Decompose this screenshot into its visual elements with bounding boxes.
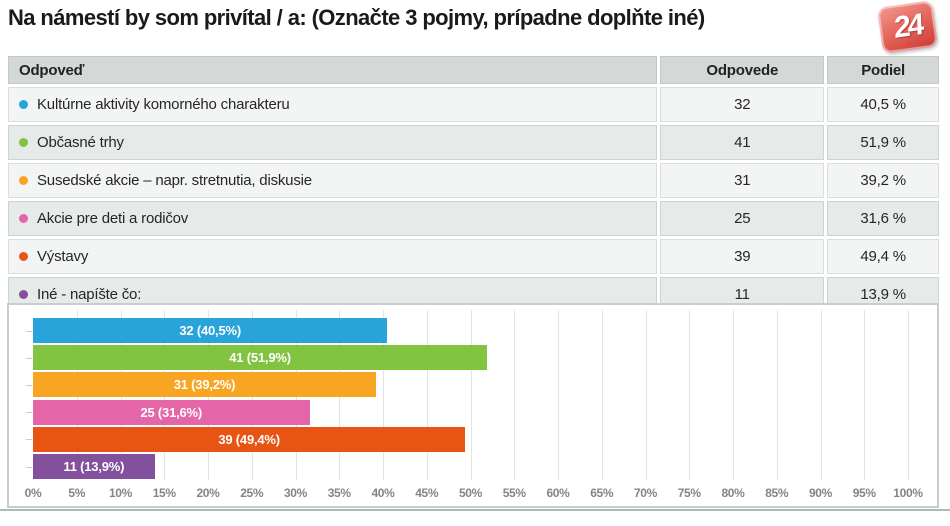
x-axis-tick-label: 15% bbox=[152, 486, 176, 500]
gridline bbox=[776, 310, 778, 480]
x-axis-tick-label: 95% bbox=[852, 486, 876, 500]
gridline bbox=[733, 310, 734, 480]
column-header-responses: Odpovede bbox=[660, 56, 825, 84]
responses-cell: 32 bbox=[660, 87, 825, 122]
legend-dot-icon bbox=[19, 213, 28, 223]
x-axis-tick-label: 0% bbox=[24, 486, 42, 500]
gridline bbox=[514, 310, 516, 480]
x-axis-tick-label: 55% bbox=[502, 486, 526, 500]
x-axis-tick-label: 80% bbox=[721, 486, 745, 500]
x-axis-tick-label: 75% bbox=[677, 486, 701, 500]
legend-dot-icon bbox=[19, 175, 28, 185]
x-axis-tick-label: 10% bbox=[108, 486, 133, 500]
x-axis-tick-label: 35% bbox=[327, 486, 351, 500]
x-axis-tick-label: 50% bbox=[458, 486, 483, 500]
share-cell: 40,5 % bbox=[827, 87, 939, 122]
x-axis-tick-label: 25% bbox=[240, 486, 264, 500]
gridline bbox=[820, 310, 822, 480]
table-row: Akcie pre deti a rodičov 25 31,6 % bbox=[8, 201, 939, 236]
share-cell: 51,9 % bbox=[827, 125, 939, 160]
x-axis-tick-label: 45% bbox=[415, 486, 439, 500]
column-header-answer: Odpoveď bbox=[8, 56, 658, 84]
bar-4: 25 (31,6%) bbox=[33, 399, 310, 425]
legend-dot-icon bbox=[19, 99, 28, 109]
x-axis-tick-label: 65% bbox=[590, 486, 614, 500]
bar-1: 32 (40,5%) bbox=[33, 318, 388, 343]
x-axis-tick-label: 40% bbox=[371, 486, 395, 500]
gridline bbox=[470, 310, 472, 480]
gridline bbox=[426, 310, 428, 480]
y-axis-tick bbox=[26, 384, 32, 386]
x-axis-tick-label: 60% bbox=[546, 486, 570, 500]
table-row: Výstavy 39 49,4 % bbox=[8, 239, 939, 274]
page-title: Na námestí by som privítal / a: (Označte… bbox=[8, 5, 705, 30]
answer-cell: Susedské akcie – napr. stretnutia, disku… bbox=[8, 163, 658, 198]
y-axis-tick bbox=[26, 330, 32, 332]
answer-label: Susedské akcie – napr. stretnutia, disku… bbox=[37, 172, 312, 189]
answer-label: Iné - napíšte čo: bbox=[37, 286, 142, 303]
answer-label: Občasné trhy bbox=[37, 134, 124, 151]
table-row: Kultúrne aktivity komorného charakteru 32… bbox=[8, 87, 939, 122]
y-axis-tick bbox=[26, 466, 32, 468]
bar-2: 41 (51,9%) bbox=[33, 345, 488, 371]
logo-24-badge: 24 bbox=[877, 0, 938, 54]
gridline bbox=[383, 310, 384, 480]
y-axis-tick bbox=[26, 357, 32, 359]
table-row: Susedské akcie – napr. stretnutia, disku… bbox=[8, 163, 939, 198]
answer-cell: Výstavy bbox=[8, 239, 658, 274]
gridline bbox=[558, 310, 559, 480]
answer-cell: Občasné trhy bbox=[8, 125, 658, 160]
answer-label: Výstavy bbox=[37, 248, 89, 265]
gridline bbox=[689, 310, 691, 480]
x-axis-tick-label: 20% bbox=[196, 486, 220, 500]
legend-dot-icon bbox=[19, 251, 28, 261]
legend-dot-icon bbox=[19, 289, 28, 299]
y-axis-tick bbox=[26, 412, 32, 414]
gridline bbox=[908, 310, 909, 480]
bar-3: 31 (39,2%) bbox=[33, 372, 376, 398]
responses-cell: 41 bbox=[660, 125, 825, 160]
answer-label: Akcie pre deti a rodičov bbox=[37, 210, 189, 227]
bottom-divider bbox=[0, 509, 950, 511]
bar-chart: 0% 5% 10% 15% 20% 25% 30% 35% 40% 45% 50% 55% 60% 65%… bbox=[7, 303, 939, 508]
x-axis-tick-label: 85% bbox=[765, 486, 789, 500]
x-axis-tick-label: 30% bbox=[283, 486, 308, 500]
x-axis-tick-label: 5% bbox=[68, 486, 86, 500]
share-cell: 49,4 % bbox=[827, 239, 939, 274]
responses-cell: 31 bbox=[660, 163, 825, 198]
x-axis-tick-label: 100% bbox=[893, 486, 923, 500]
logo-24-text: 24 bbox=[893, 8, 922, 45]
bar-5: 39 (49,4%) bbox=[33, 426, 466, 452]
table-header-row: Odpoveď Odpovede Podiel bbox=[8, 56, 939, 84]
gridline bbox=[864, 310, 866, 480]
responses-cell: 25 bbox=[660, 201, 825, 236]
x-axis-tick-label: 70% bbox=[633, 486, 658, 500]
y-axis-tick bbox=[26, 439, 32, 441]
gridline bbox=[601, 310, 603, 480]
legend-dot-icon bbox=[19, 137, 28, 147]
results-table: Odpoveď Odpovede Podiel Kultúrne aktivit… bbox=[5, 53, 942, 315]
share-cell: 31,6 % bbox=[827, 201, 939, 236]
answer-label: Kultúrne aktivity komorného charakteru bbox=[37, 96, 290, 113]
responses-cell: 39 bbox=[660, 239, 825, 274]
answer-cell: Akcie pre deti a rodičov bbox=[8, 201, 658, 236]
share-cell: 39,2 % bbox=[827, 163, 939, 198]
bar-6: 11 (13,9%) bbox=[33, 454, 155, 479]
column-header-share: Podiel bbox=[827, 56, 939, 84]
x-axis-tick-label: 90% bbox=[808, 486, 833, 500]
answer-cell: Kultúrne aktivity komorného charakteru bbox=[8, 87, 658, 122]
table-row: Občasné trhy 41 51,9 % bbox=[8, 125, 939, 160]
gridline bbox=[645, 310, 647, 480]
